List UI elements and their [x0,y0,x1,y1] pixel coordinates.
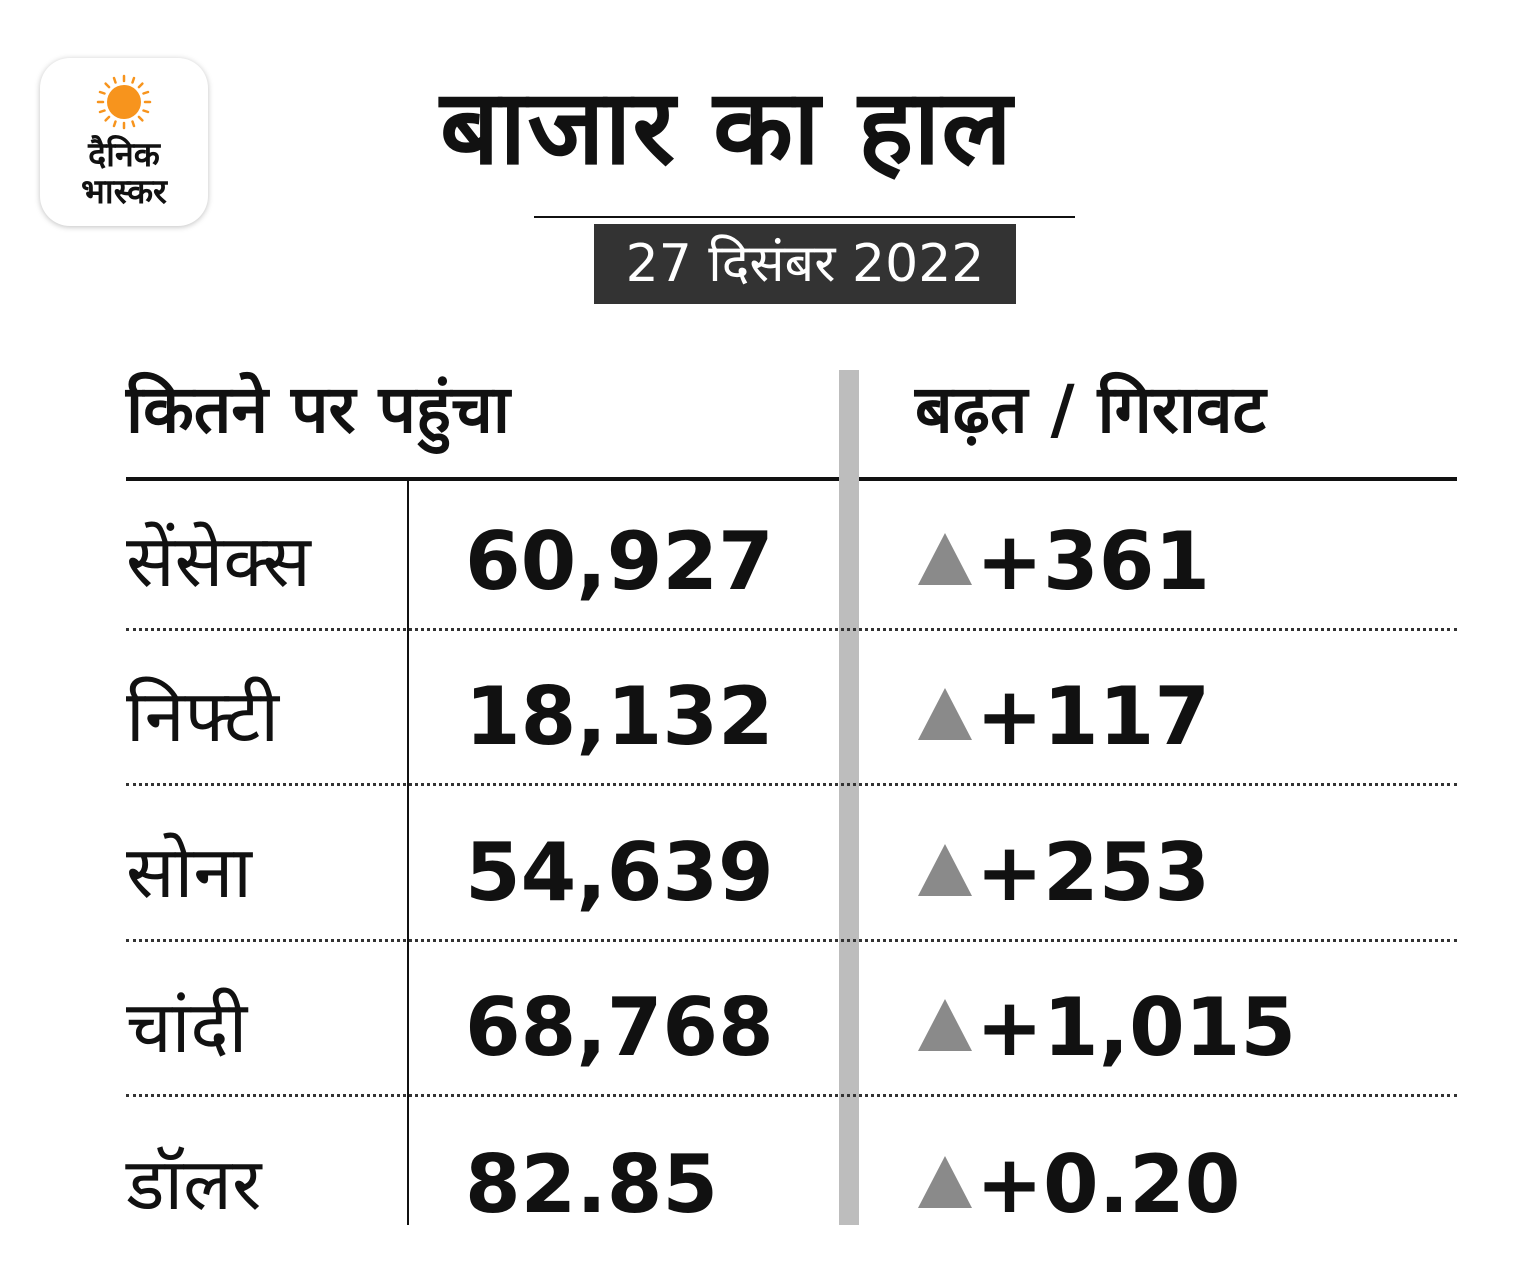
row-name: डॉलर [126,1142,262,1226]
header-change: बढ़त / गिरावट [915,371,1266,448]
page-title: बाजार का हाल [440,66,1013,188]
title-rule [534,216,1075,218]
row-separator [126,628,1457,631]
table-row-gold: सोना 54,639 +253 [0,795,1521,950]
triangle-up-icon [918,688,972,741]
row-change-text: +1,015 [976,981,1297,1074]
table-row-nifty: निफ्टी 18,132 +117 [0,639,1521,794]
name-value-divider [407,481,409,1225]
row-change-text: +361 [976,515,1211,608]
row-name: चांदी [126,985,248,1069]
row-value: 18,132 [465,670,774,763]
dainik-bhaskar-logo: दैनिक भास्कर [40,58,208,226]
column-divider [839,370,859,1225]
row-separator [126,783,1457,786]
table-row-dollar: डॉलर 82.85 +0.20 [0,1107,1521,1262]
triangle-up-icon [918,533,972,586]
table-row-sensex: सेंसेक्स 60,927 +361 [0,484,1521,639]
row-name: सेंसेक्स [126,519,311,603]
triangle-up-icon [918,844,972,897]
row-change: +0.20 [918,1107,1240,1262]
date-badge: 27 दिसंबर 2022 [594,224,1016,304]
row-value: 82.85 [465,1138,719,1231]
row-value: 54,639 [465,826,774,919]
row-change-text: +0.20 [976,1138,1241,1231]
row-value: 68,768 [465,981,774,1074]
sun-icon [96,74,152,130]
triangle-up-icon [918,999,972,1052]
logo-line2: भास्कर [81,172,168,212]
logo-line1: दैनिक [87,134,162,175]
row-change: +361 [918,484,1210,639]
row-separator [126,1094,1457,1097]
logo-graphic: दैनिक भास्कर [81,74,168,212]
row-change-text: +117 [976,670,1211,763]
header-rule [126,477,1457,481]
row-change-text: +253 [976,826,1211,919]
row-change: +253 [918,795,1210,950]
row-change: +117 [918,639,1210,794]
row-name: निफ्टी [126,674,280,758]
table-row-silver: चांदी 68,768 +1,015 [0,950,1521,1105]
row-name: सोना [126,830,252,914]
header-reached: कितने पर पहुंचा [126,371,511,448]
row-separator [126,939,1457,942]
triangle-up-icon [918,1156,972,1209]
row-change: +1,015 [918,950,1296,1105]
row-value: 60,927 [465,515,774,608]
